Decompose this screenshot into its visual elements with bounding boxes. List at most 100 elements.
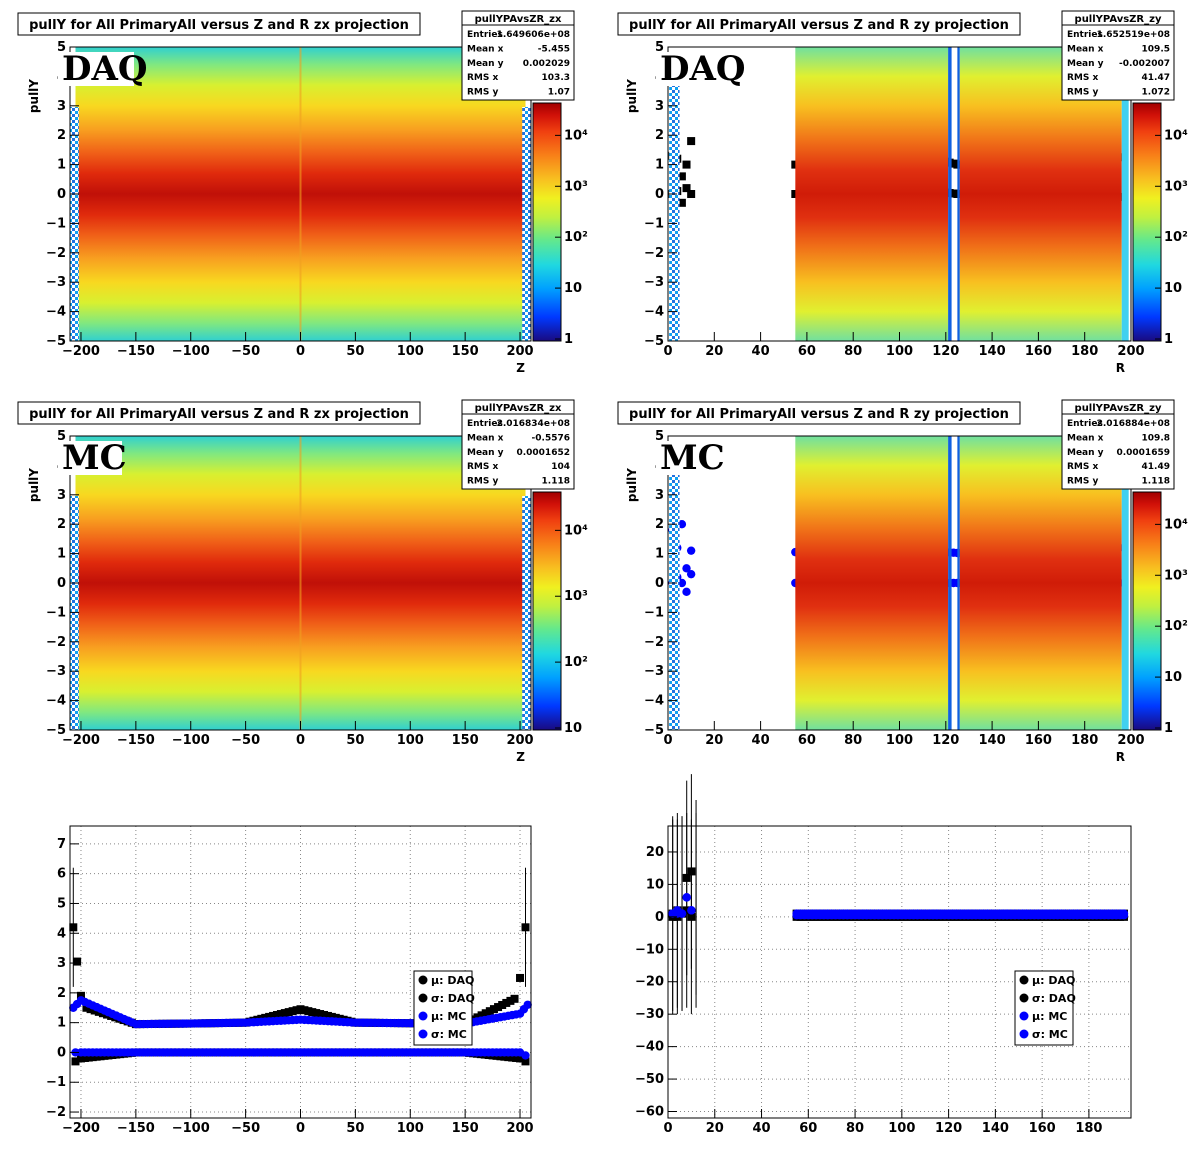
y-tick-label: −1 bbox=[46, 1075, 66, 1090]
y-tick-label: −5 bbox=[46, 334, 66, 349]
stats-key: Entries bbox=[467, 30, 503, 40]
x-tick-label: 160 bbox=[1025, 733, 1052, 748]
stats-value: 1.118 bbox=[542, 477, 570, 487]
stats-value: 41.49 bbox=[1142, 462, 1170, 472]
palette-label: 10 bbox=[564, 281, 582, 296]
x-tick-label: 20 bbox=[705, 733, 723, 748]
x-tick-label: 150 bbox=[452, 733, 479, 748]
gap-column bbox=[948, 47, 952, 341]
y-tick-label: −1 bbox=[46, 216, 66, 231]
y-axis-title: pullY bbox=[625, 79, 639, 113]
stats-name: pullYPAvsZR_zx bbox=[475, 403, 562, 414]
y-tick-label: −2 bbox=[644, 635, 664, 650]
stats-value: 1.07 bbox=[548, 88, 570, 98]
heatmap-3 bbox=[669, 435, 1129, 730]
summary-marker-μ: MC bbox=[521, 1051, 530, 1060]
panel-title-box: pullY for All PrimaryAll versus Z and R … bbox=[17, 12, 421, 36]
x-tick-label: 120 bbox=[935, 1121, 962, 1136]
edge-noise-left bbox=[70, 107, 79, 341]
dataset-tag: DAQ bbox=[58, 49, 147, 89]
x-tick-label: 40 bbox=[752, 733, 770, 748]
y-tick-label: −40 bbox=[635, 1040, 664, 1055]
panel-title: pullY for All PrimaryAll versus Z and R … bbox=[629, 407, 1009, 422]
y-tick-label: 5 bbox=[655, 429, 664, 444]
y-tick-label: −3 bbox=[644, 664, 664, 679]
x-tick-label: 150 bbox=[452, 1121, 479, 1136]
stats-key: RMS x bbox=[467, 73, 499, 83]
x-tick-label: 100 bbox=[886, 733, 913, 748]
gap-column bbox=[948, 436, 952, 730]
legend-label: μ: DAQ bbox=[1032, 974, 1075, 987]
profile-marker-μ bbox=[687, 190, 696, 198]
stats-frame bbox=[1061, 10, 1175, 101]
y-tick-label: 0 bbox=[655, 187, 664, 202]
profile-marker-σ bbox=[677, 520, 687, 529]
stats-key: Mean y bbox=[467, 448, 504, 458]
y-tick-label: 5 bbox=[57, 40, 66, 55]
profile-marker-σ bbox=[682, 160, 691, 169]
x-axis-title: R bbox=[1116, 750, 1125, 764]
y-tick-label: 10 bbox=[646, 877, 664, 892]
heatmap-0 bbox=[70, 47, 531, 341]
y-tick-label: −20 bbox=[635, 975, 664, 990]
legend-label: σ: DAQ bbox=[431, 992, 475, 1005]
y-tick-label: 3 bbox=[655, 488, 664, 503]
x-tick-label: 180 bbox=[1071, 344, 1098, 359]
dataset-tag-label: MC bbox=[660, 438, 725, 478]
palette-label: 10³ bbox=[1164, 568, 1188, 583]
stats-key: Mean y bbox=[467, 59, 504, 69]
panel-title: pullY for All PrimaryAll versus Z and R … bbox=[29, 18, 409, 33]
y-tick-label: −4 bbox=[644, 305, 664, 320]
stats-frame bbox=[461, 10, 575, 101]
palette-label: 10 bbox=[1164, 281, 1182, 296]
gap-column bbox=[957, 436, 960, 730]
summary-marker-σ: DAQ bbox=[86, 1005, 95, 1014]
y-tick-label: 0 bbox=[655, 910, 664, 925]
y-tick-label: −3 bbox=[46, 664, 66, 679]
y-tick-label: −5 bbox=[644, 334, 664, 349]
summary-marker-σ: DAQ bbox=[485, 1007, 494, 1016]
summary-marker-σ: DAQ bbox=[498, 1000, 507, 1009]
palette-label: 10⁴ bbox=[1164, 128, 1188, 143]
y-tick-label: 0 bbox=[57, 1045, 66, 1060]
y-tick-label: −1 bbox=[644, 605, 664, 620]
x-tick-label: 140 bbox=[982, 1121, 1009, 1136]
stats-key: Mean x bbox=[467, 44, 504, 54]
x-tick-label: 0 bbox=[296, 1121, 305, 1136]
x-tick-label: 100 bbox=[397, 733, 424, 748]
x-tick-label: −200 bbox=[62, 1121, 100, 1136]
stats-value: -0.002007 bbox=[1119, 59, 1170, 69]
summary-marker-σ: DAQ bbox=[506, 996, 515, 1005]
x-tick-label: 60 bbox=[799, 1121, 817, 1136]
title-frame bbox=[617, 401, 1021, 425]
x-tick-label: 160 bbox=[1025, 344, 1052, 359]
edge-noise-left bbox=[70, 496, 79, 730]
heatmap-1 bbox=[669, 46, 1129, 341]
palette-label: 10⁴ bbox=[564, 523, 588, 538]
palette-label: 10 bbox=[1164, 670, 1182, 685]
stats-value: 2.016834e+08 bbox=[497, 419, 570, 429]
x-axis-title: Z bbox=[516, 750, 525, 764]
panel-title-box: pullY for All PrimaryAll versus Z and R … bbox=[17, 401, 421, 425]
y-tick-label: 2 bbox=[655, 517, 664, 532]
summary-marker-σ: DAQ bbox=[477, 1011, 486, 1020]
y-tick-label: 5 bbox=[655, 40, 664, 55]
stats-key: RMS x bbox=[1067, 73, 1099, 83]
palette-bar bbox=[1132, 102, 1162, 342]
palette-label: 1 bbox=[1164, 721, 1173, 736]
x-tick-label: 100 bbox=[886, 344, 913, 359]
x-tick-label: 200 bbox=[506, 733, 533, 748]
summary-marker-μ: DAQ bbox=[521, 1057, 530, 1066]
summary-marker-σ: MC bbox=[1119, 909, 1129, 918]
stats-key: Entries bbox=[1067, 419, 1103, 429]
summary-marker-σ: DAQ bbox=[494, 1003, 503, 1012]
stats-value: 0.002029 bbox=[523, 59, 570, 69]
palette-label: 10² bbox=[564, 230, 588, 245]
stats-key: Mean y bbox=[1067, 59, 1104, 69]
stats-frame bbox=[1061, 399, 1175, 490]
x-tick-label: 50 bbox=[346, 1121, 364, 1136]
stats-frame bbox=[461, 399, 575, 490]
x-tick-label: 40 bbox=[752, 344, 770, 359]
y-tick-label: 3 bbox=[57, 956, 66, 971]
